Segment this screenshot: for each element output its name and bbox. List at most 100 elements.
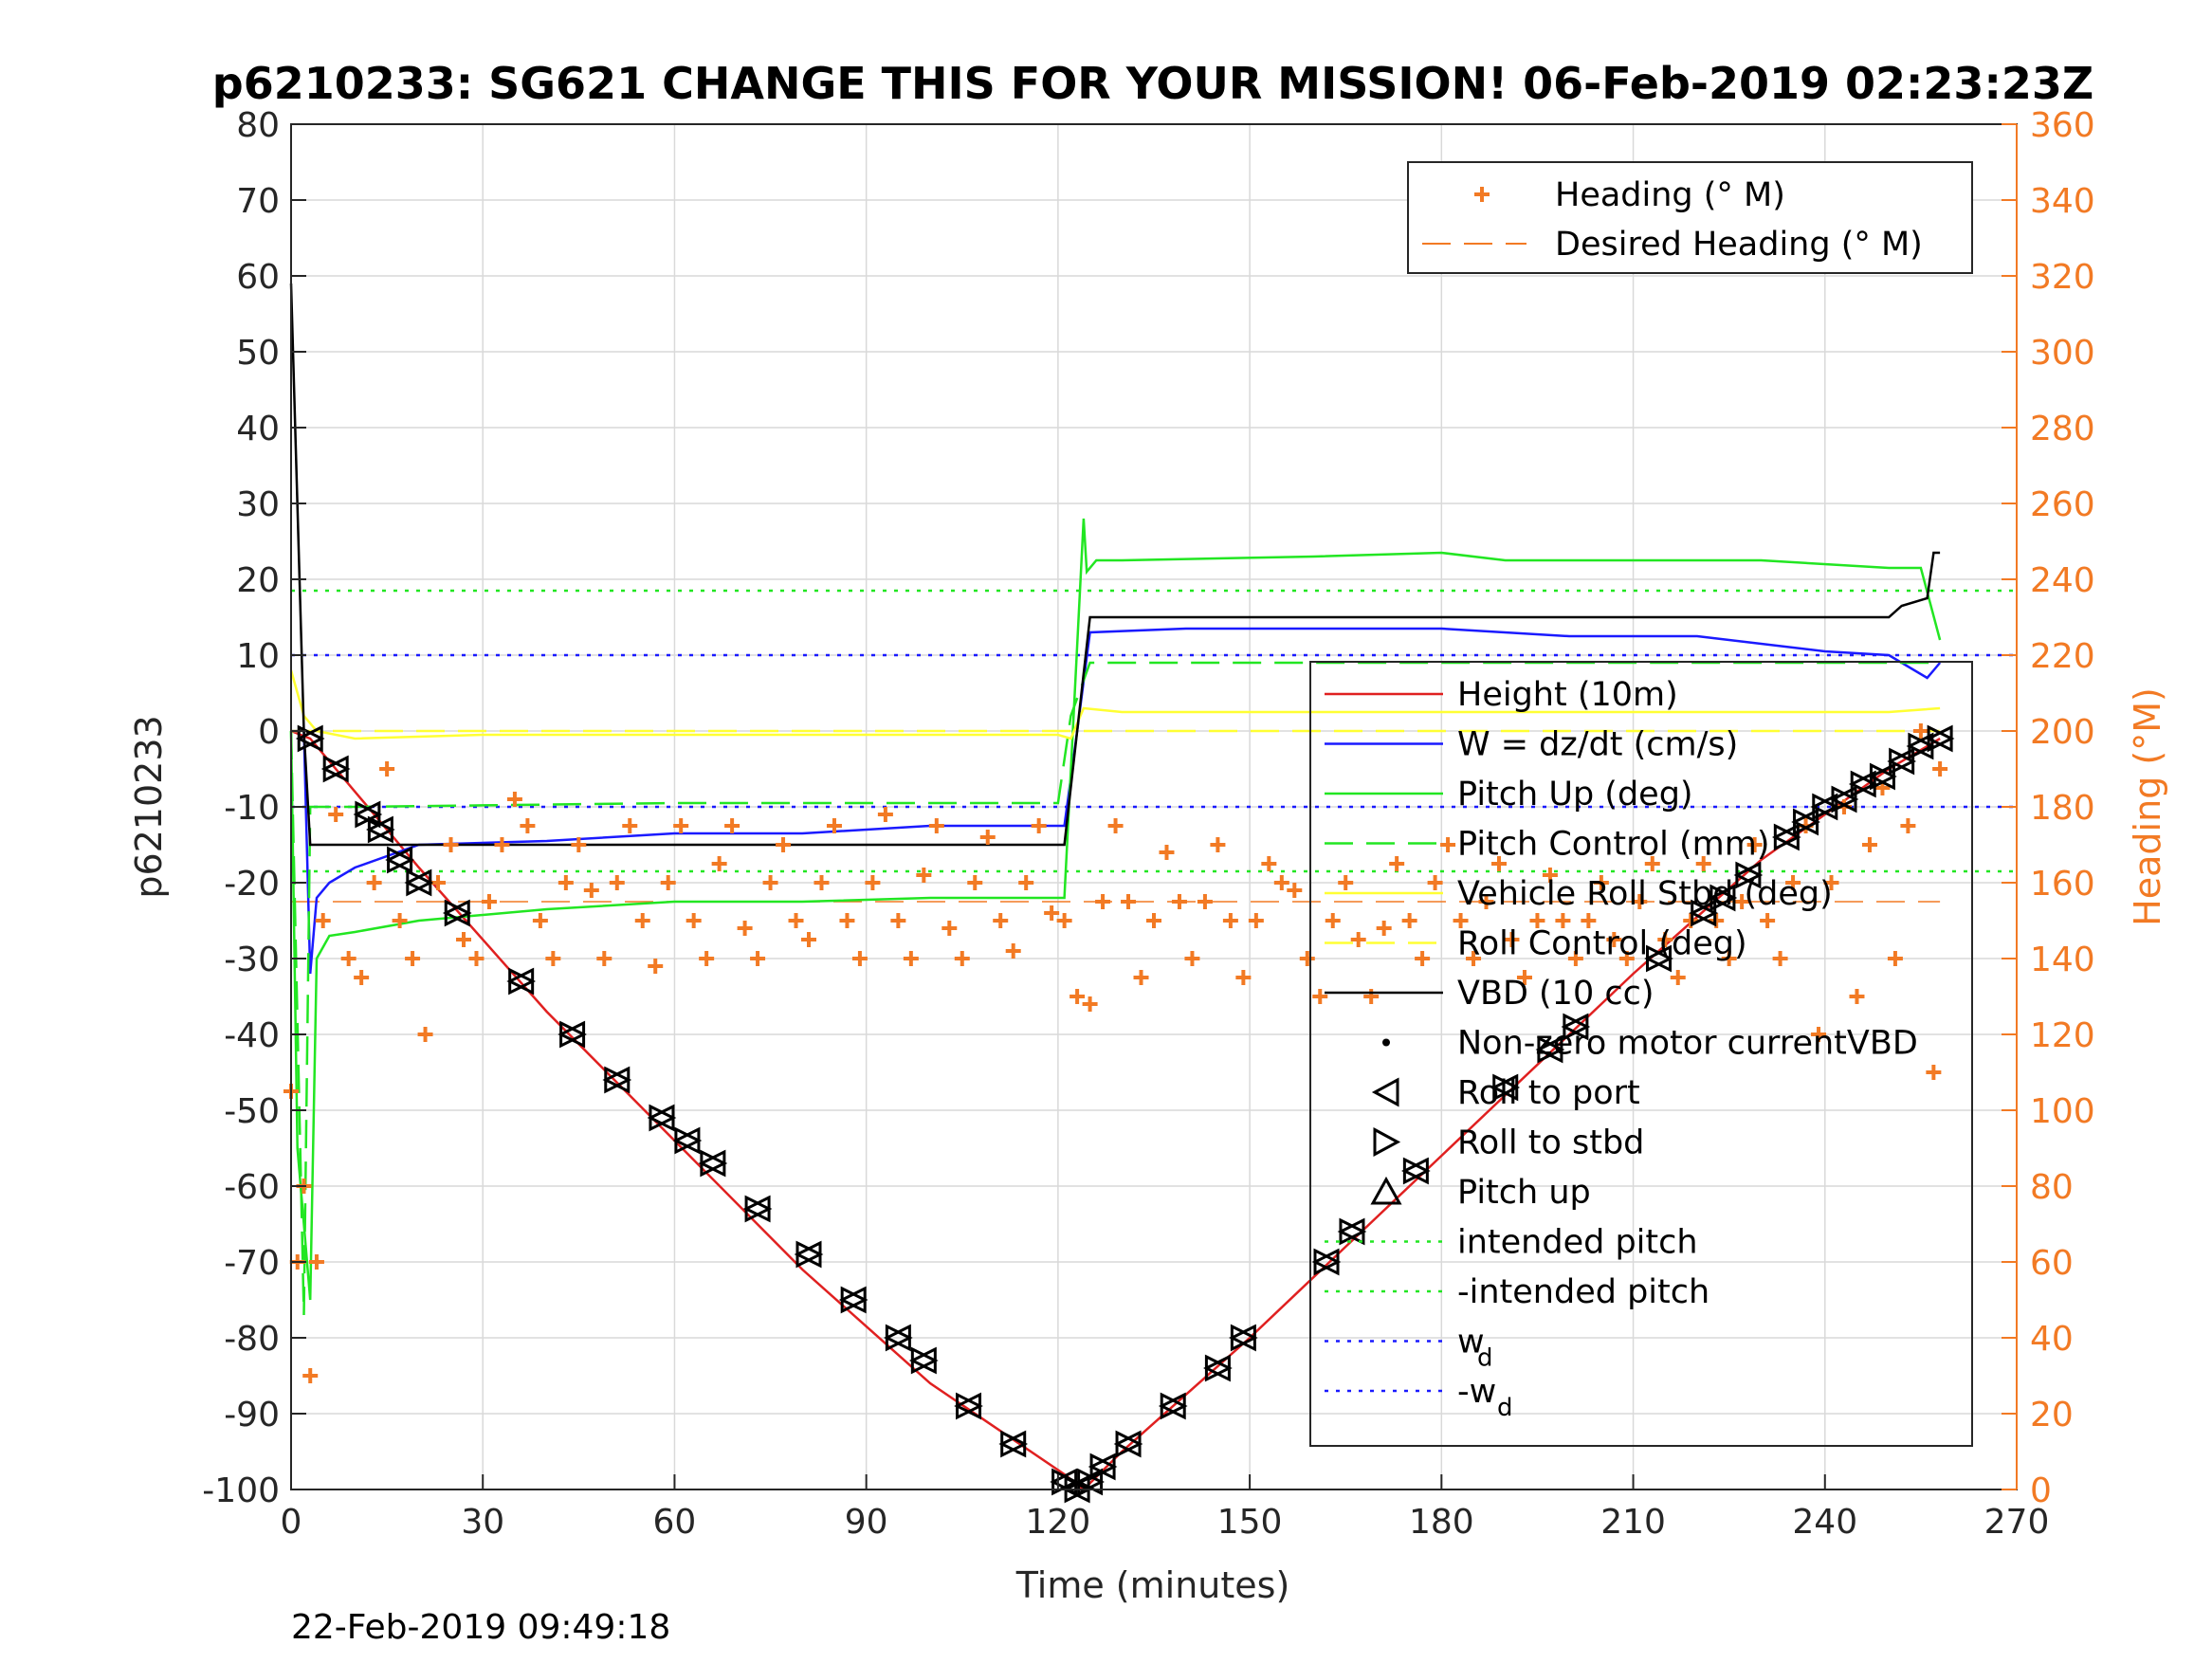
heading-point: [392, 913, 408, 928]
y-axis-right-label: Heading (°M): [2127, 687, 2168, 926]
heading-point: [506, 792, 522, 807]
legend-entry: W = dz/dt (cm/s): [1457, 726, 1738, 764]
heading-point: [1644, 856, 1660, 871]
y-tick-label: 80: [236, 106, 280, 145]
roll-to-stbd-marker: [795, 1240, 824, 1269]
roll-to-stbd-marker: [1339, 1217, 1367, 1246]
roll-to-stbd-marker: [1908, 732, 1936, 760]
y-axis-label: p6210233: [128, 715, 170, 898]
heading-point: [967, 875, 983, 890]
y-tick-label: -40: [224, 1016, 280, 1055]
heading-point: [1427, 875, 1443, 890]
heading-point: [1299, 951, 1315, 966]
heading-point: [1912, 723, 1929, 739]
heading-point: [609, 875, 625, 890]
heading-point: [1811, 1027, 1827, 1042]
heading-point: [520, 818, 536, 833]
roll-to-stbd-marker: [910, 1346, 939, 1375]
y-tick-label: 60: [236, 258, 280, 297]
roll-to-stbd-marker: [1869, 762, 1897, 791]
x-axis-label: Time (minutes): [1015, 1564, 1290, 1606]
legend-entry: Pitch Control (mm): [1457, 826, 1769, 864]
roll-to-stbd-marker: [1402, 1157, 1431, 1185]
heading-point: [308, 1254, 324, 1270]
legend-top-entry: Desired Heading (° M): [1555, 226, 1923, 264]
legend-entry: Roll Control (deg): [1457, 925, 1747, 963]
heading-point: [1772, 951, 1788, 966]
heading-point: [1861, 837, 1877, 852]
legend-entry: intended pitch: [1457, 1224, 1698, 1262]
series-pitch-control-mm: [289, 661, 1941, 1316]
y-tick-label: -90: [224, 1396, 280, 1435]
heading-point: [1248, 913, 1264, 928]
x-tick-label: 60: [653, 1503, 697, 1542]
roll-to-stbd-marker: [700, 1149, 728, 1178]
heading-point: [1695, 856, 1711, 871]
heading-point: [648, 959, 664, 974]
heading-point: [673, 818, 689, 833]
heading-point: [839, 913, 855, 928]
heading-point: [916, 868, 932, 883]
y-right-tick-label: 320: [2030, 258, 2095, 297]
heading-point: [302, 1368, 319, 1383]
y-right-tick-label: 20: [2030, 1396, 2074, 1435]
heading-point: [622, 818, 638, 833]
y-tick-label: -10: [224, 789, 280, 828]
roll-to-stbd-marker: [1927, 724, 1955, 753]
x-tick-label: 30: [461, 1503, 504, 1542]
y-right-tick-label: 0: [2030, 1471, 2052, 1510]
heading-point: [1338, 875, 1354, 890]
heading-point: [1440, 837, 1456, 852]
heading-point: [1261, 856, 1277, 871]
heading-point: [1044, 905, 1060, 921]
y-tick-label: -100: [202, 1471, 280, 1510]
heading-point: [1542, 868, 1558, 883]
y-right-tick-label: 160: [2030, 865, 2095, 904]
x-axis-ticks: 0 30 60 90 120 150 180 210 240 270: [281, 1474, 2050, 1542]
heading-point: [456, 932, 471, 947]
heading-point: [1210, 837, 1226, 852]
heading-point: [903, 951, 919, 966]
heading-point: [801, 932, 816, 947]
y-axis-ticks: -100-90-80-70-60-50-40-30-20-10010203040…: [202, 106, 306, 1510]
y-axis-right-ticks: 0 20 40 60 80 100 120 140 160 180 200 220 240 260 280 3…: [2002, 106, 2095, 1510]
roll-to-stbd-marker: [1773, 823, 1801, 851]
roll-to-stbd-marker: [649, 1104, 677, 1132]
y-right-tick-label: 40: [2030, 1320, 2074, 1359]
roll-to-stbd-marker: [367, 815, 395, 844]
roll-to-stbd-marker: [559, 1020, 587, 1049]
heading-point: [1235, 970, 1252, 985]
heading-point: [826, 818, 842, 833]
series-pitch-up-deg: [289, 518, 1942, 1301]
chart-title: p6210233: SG621 CHANGE THIS FOR YOUR MIS…: [212, 58, 2093, 109]
heading-point: [941, 921, 958, 936]
heading-point: [1721, 951, 1737, 966]
heading-point: [315, 913, 331, 928]
legend-entry: w: [1457, 1324, 1485, 1361]
heading-point: [762, 875, 778, 890]
x-tick-label: 180: [1409, 1503, 1474, 1542]
heading-point: [686, 913, 702, 928]
roll-to-stbd-marker: [1313, 1248, 1342, 1276]
heading-point: [979, 830, 996, 845]
y-right-tick-label: 80: [2030, 1168, 2074, 1207]
heading-point: [481, 894, 497, 909]
heading-point: [1415, 951, 1431, 966]
x-tick-label: 270: [1984, 1503, 2050, 1542]
heading-point: [405, 951, 421, 966]
heading-point: [1095, 894, 1111, 909]
roll-to-stbd-marker: [1089, 1453, 1118, 1481]
heading-point: [1171, 894, 1187, 909]
heading-point: [1287, 883, 1303, 898]
roll-to-stbd-marker: [1889, 747, 1917, 776]
legend-top-swatch-plus: [1474, 187, 1490, 202]
x-tick-label: 150: [1217, 1503, 1283, 1542]
roll-to-stbd-marker: [1831, 785, 1859, 813]
y-tick-label: -50: [224, 1092, 280, 1131]
heading-point: [1618, 951, 1635, 966]
y-right-tick-label: 140: [2030, 941, 2095, 979]
heading-point: [583, 883, 599, 898]
heading-point: [1581, 913, 1597, 928]
